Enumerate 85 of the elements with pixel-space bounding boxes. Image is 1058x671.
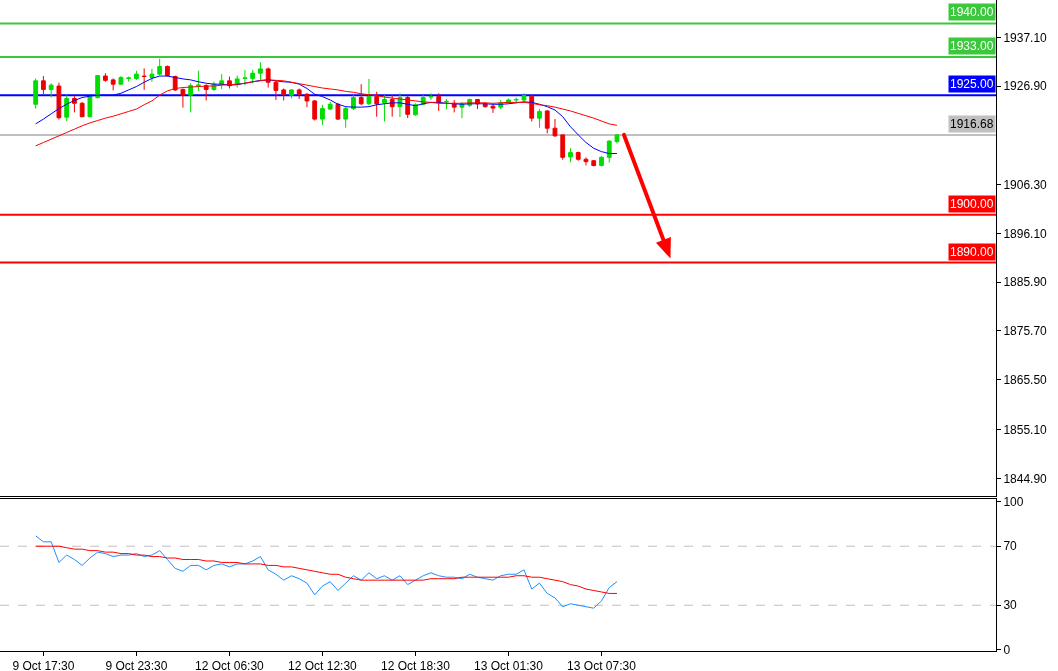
- candlestick: [320, 104, 325, 126]
- candlestick: [141, 67, 147, 91]
- candlestick: [87, 95, 93, 118]
- candlestick: [234, 75, 240, 89]
- y-tick-label: 0: [1003, 642, 1011, 657]
- candlestick: [157, 58, 163, 77]
- x-tick-label: 12 Oct 12:30: [288, 659, 358, 671]
- candlestick: [599, 155, 604, 167]
- candlestick: [606, 139, 612, 164]
- x-tick-label: 9 Oct 17:30: [12, 659, 75, 671]
- candlestick: [103, 72, 108, 83]
- candlestick: [591, 159, 597, 167]
- candlestick: [149, 68, 155, 83]
- line-series: [35, 545, 618, 594]
- candlestick: [521, 92, 527, 103]
- candlestick: [273, 80, 279, 101]
- candlestick: [358, 83, 364, 106]
- candlestick: [196, 70, 201, 92]
- x-tick-label: 12 Oct 06:30: [195, 659, 265, 671]
- candlestick: [544, 109, 550, 134]
- y-tick-label: 30: [1003, 598, 1018, 613]
- candlestick: [134, 70, 139, 81]
- candlestick: [568, 147, 573, 163]
- ref-line-label: 1925.00: [950, 77, 994, 91]
- y-tick-label: 1865.50: [1003, 372, 1048, 387]
- candlestick: [560, 133, 566, 161]
- candlestick: [165, 65, 170, 78]
- y-tick-label: 1937.10: [1003, 30, 1048, 45]
- candlestick: [382, 94, 387, 122]
- ref-line-label: 1940.00: [950, 5, 994, 19]
- candlestick: [41, 75, 46, 95]
- candlestick: [444, 98, 449, 110]
- y-tick-label: 1896.10: [1003, 226, 1048, 241]
- x-tick-label: 12 Oct 18:30: [381, 659, 451, 671]
- candlestick: [436, 92, 442, 112]
- y-tick-label: 1885.90: [1003, 275, 1048, 290]
- candlestick: [583, 156, 589, 166]
- candlestick: [48, 82, 54, 99]
- y-tick-label: 1855.10: [1003, 422, 1048, 437]
- y-tick-label: 1906.30: [1003, 177, 1048, 192]
- candlestick: [374, 91, 380, 118]
- candlestick: [242, 69, 248, 86]
- candlestick: [64, 94, 70, 122]
- candlestick: [79, 101, 85, 118]
- y-tick-label: 1926.90: [1003, 79, 1048, 94]
- candlestick: [95, 74, 101, 100]
- candlestick: [335, 102, 341, 121]
- candlestick: [552, 118, 558, 138]
- candlestick: [296, 87, 302, 100]
- candlestick: [343, 106, 349, 129]
- candlestick: [110, 77, 116, 91]
- candlestick: [327, 101, 333, 111]
- candlestick: [180, 87, 186, 109]
- candlestick: [490, 103, 496, 114]
- candlestick: [281, 87, 287, 101]
- candlestick: [258, 61, 263, 81]
- x-tick-label: 13 Oct 01:30: [474, 659, 544, 671]
- x-tick-label: 9 Oct 23:30: [105, 659, 168, 671]
- ref-line-label: 1890.00: [950, 245, 994, 259]
- candlestick: [56, 82, 62, 121]
- candlestick: [366, 78, 372, 106]
- candlestick: [428, 92, 434, 101]
- y-tick-label: 100: [1003, 495, 1024, 510]
- candlestick: [126, 76, 132, 83]
- y-tick-label: 1875.70: [1003, 324, 1048, 339]
- candlestick: [413, 102, 418, 117]
- candlestick: [219, 73, 225, 90]
- ref-line-label: 1900.00: [950, 197, 994, 211]
- candlestick: [513, 97, 519, 104]
- candlestick: [304, 92, 310, 108]
- ref-line-label: 1933.00: [950, 39, 994, 53]
- line-series: [35, 535, 618, 609]
- candlestick: [614, 133, 620, 144]
- candlestick: [250, 69, 256, 84]
- candlestick: [529, 93, 535, 122]
- candlestick: [118, 75, 124, 86]
- candlestick: [537, 108, 542, 129]
- y-tick-label: 70: [1003, 539, 1018, 554]
- x-tick-label: 13 Oct 07:30: [567, 659, 637, 671]
- candlestick: [312, 99, 318, 122]
- y-tick-label: 1844.90: [1003, 471, 1048, 486]
- ref-line-label: 1916.68: [950, 117, 994, 131]
- candlestick: [289, 88, 294, 100]
- candlestick: [575, 151, 581, 162]
- candlestick: [33, 77, 39, 110]
